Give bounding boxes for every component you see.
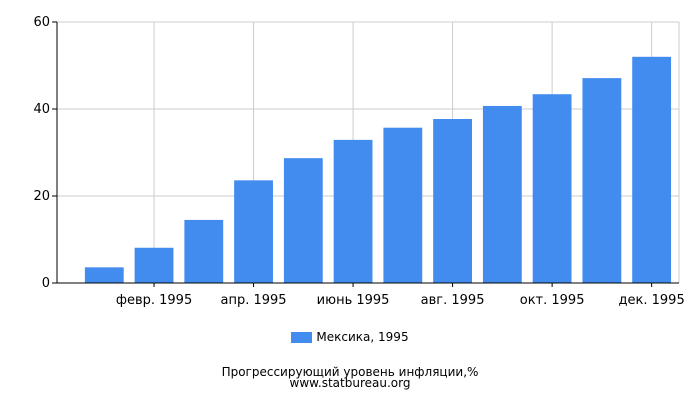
legend: Мексика, 1995: [0, 330, 700, 344]
y-tick-label: 0: [42, 276, 50, 291]
bar: [184, 219, 224, 283]
bar: [333, 139, 373, 283]
chart-title: Прогрессирующий уровень инфляции,%: [221, 365, 479, 379]
x-tick-label: февр. 1995: [116, 293, 192, 308]
y-tick-label: 20: [33, 189, 50, 204]
legend-swatch: [291, 331, 313, 343]
bar: [84, 267, 124, 283]
x-tick-label: авг. 1995: [421, 293, 485, 308]
bar: [234, 180, 273, 283]
y-tick-label: 60: [33, 15, 50, 30]
plot-area: 0 20 40 60 февр. 1995 апр. 1995 июнь 1995 авг. …: [33, 15, 685, 308]
y-tick-label: 40: [33, 102, 50, 117]
bar: [433, 119, 472, 283]
bar: [582, 78, 622, 284]
bar: [482, 105, 522, 283]
source-link[interactable]: www.statbureau.org: [289, 376, 411, 390]
x-tick-label: дек. 1995: [619, 293, 685, 308]
x-tick-label: июнь 1995: [317, 293, 390, 308]
bar: [383, 127, 423, 283]
x-tick-label: апр. 1995: [221, 293, 287, 308]
bar: [283, 158, 323, 283]
bar: [532, 94, 572, 284]
bar: [134, 247, 174, 283]
x-tick-label: окт. 1995: [520, 293, 585, 308]
legend-label: Мексика, 1995: [316, 330, 409, 344]
bar: [632, 56, 672, 283]
